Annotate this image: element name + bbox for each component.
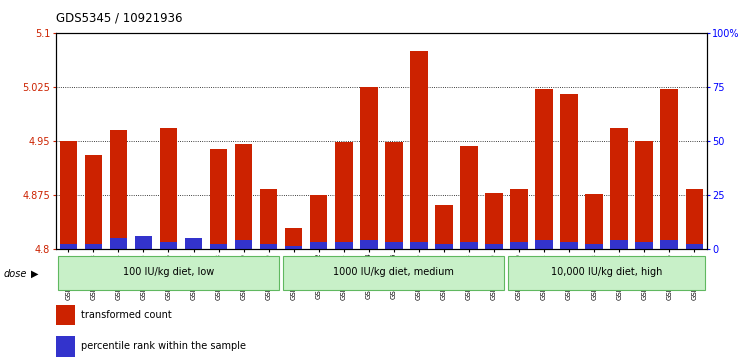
Bar xyxy=(661,240,678,249)
Bar xyxy=(560,94,578,249)
Bar xyxy=(285,246,302,249)
Bar xyxy=(410,51,428,249)
Bar xyxy=(60,140,77,249)
Bar xyxy=(135,241,153,249)
Bar xyxy=(485,193,503,249)
Bar xyxy=(360,87,377,249)
Text: transformed count: transformed count xyxy=(80,310,171,320)
Text: ▶: ▶ xyxy=(31,269,39,279)
Text: 1000 IU/kg diet, medium: 1000 IU/kg diet, medium xyxy=(333,268,455,277)
Bar xyxy=(335,142,353,249)
Bar xyxy=(586,194,603,249)
Bar xyxy=(385,142,403,249)
Text: dose: dose xyxy=(4,269,27,279)
Bar xyxy=(260,189,278,249)
Bar xyxy=(210,149,228,249)
Bar xyxy=(109,130,127,249)
Bar xyxy=(685,244,703,249)
Bar xyxy=(461,146,478,249)
Bar xyxy=(283,256,504,290)
Bar xyxy=(160,242,177,249)
Bar xyxy=(58,256,279,290)
Bar xyxy=(285,228,302,249)
Bar xyxy=(661,89,678,249)
Text: percentile rank within the sample: percentile rank within the sample xyxy=(80,342,246,351)
Bar xyxy=(360,240,377,249)
Bar xyxy=(635,242,653,249)
Bar xyxy=(235,240,252,249)
Bar xyxy=(109,238,127,249)
Bar xyxy=(535,240,553,249)
Bar xyxy=(435,244,452,249)
Bar xyxy=(610,240,628,249)
Bar xyxy=(335,242,353,249)
Bar xyxy=(610,128,628,249)
Bar xyxy=(260,244,278,249)
Bar xyxy=(508,256,705,290)
Bar xyxy=(560,242,578,249)
Bar xyxy=(485,244,503,249)
Bar xyxy=(586,244,603,249)
Bar xyxy=(535,89,553,249)
Bar xyxy=(310,195,327,249)
Bar xyxy=(85,155,102,249)
Bar xyxy=(60,244,77,249)
Bar xyxy=(461,242,478,249)
Bar xyxy=(235,144,252,249)
Bar xyxy=(510,189,527,249)
Bar xyxy=(210,244,228,249)
Bar xyxy=(85,244,102,249)
Bar xyxy=(635,140,653,249)
Bar xyxy=(160,128,177,249)
Bar xyxy=(685,189,703,249)
Bar xyxy=(56,336,75,356)
Text: GDS5345 / 10921936: GDS5345 / 10921936 xyxy=(56,11,182,24)
Bar xyxy=(56,305,75,325)
Bar xyxy=(135,236,153,249)
Bar xyxy=(385,242,403,249)
Bar xyxy=(510,242,527,249)
Bar xyxy=(185,238,202,249)
Bar xyxy=(410,242,428,249)
Bar xyxy=(435,205,452,249)
Bar xyxy=(310,242,327,249)
Text: 100 IU/kg diet, low: 100 IU/kg diet, low xyxy=(123,268,214,277)
Text: 10,000 IU/kg diet, high: 10,000 IU/kg diet, high xyxy=(551,268,662,277)
